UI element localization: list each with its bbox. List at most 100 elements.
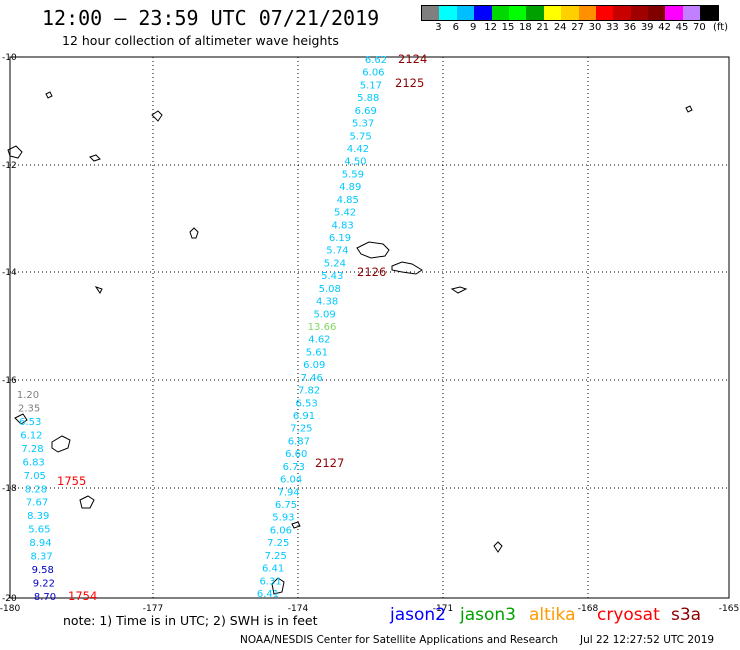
colorbar-cell: [543, 6, 562, 20]
swh-value-track-b: 5.65: [28, 525, 50, 536]
swh-value-track-b: 7.28: [21, 444, 43, 455]
wave-height-colorbar: [421, 5, 719, 21]
swh-value-track-a: 5.09: [313, 309, 335, 320]
swh-value-track-b: 7.67: [26, 498, 48, 509]
colorbar-cell: [491, 6, 509, 20]
island-outline: [51, 435, 71, 453]
island-outline: [45, 91, 53, 99]
colorbar-unit: (ft): [713, 22, 729, 33]
swh-value-track-a: 7.82: [298, 386, 320, 397]
island-outline: [291, 521, 301, 529]
swh-value-track-a: 6.31: [259, 576, 281, 587]
island-outline: [151, 110, 163, 122]
swh-value-track-b: 8.70: [34, 592, 56, 603]
swh-value-track-a: 6.19: [329, 233, 351, 244]
longitude-tick-label: -168: [578, 604, 599, 614]
swh-value-track-a: 6.73: [283, 462, 305, 473]
swh-value-track-a: 7.25: [265, 551, 287, 562]
colorbar-cell: [456, 6, 475, 20]
swh-value-track-a: 6.60: [285, 449, 307, 460]
colorbar-cell: [578, 6, 596, 20]
swh-value-track-b: 8.94: [29, 538, 51, 549]
swh-value-track-a: 6.62: [365, 55, 387, 66]
credit-text: NOAA/NESDIS Center for Satellite Applica…: [240, 634, 558, 646]
colorbar-cell: [682, 6, 701, 20]
swh-value-track-a: 5.88: [357, 93, 379, 104]
swh-value-track-b: 7.05: [24, 471, 46, 482]
swh-value-track-a: 6.06: [270, 525, 292, 536]
latitude-tick-label: -14: [2, 268, 17, 278]
swh-value-track-b: 2.35: [18, 403, 40, 414]
colorbar-label: 45: [675, 22, 689, 33]
island-outline: [89, 154, 101, 162]
swh-value-track-a: 5.43: [321, 271, 343, 282]
legend-item-jason3: jason3: [460, 605, 516, 625]
colorbar-cell: [665, 6, 683, 20]
swh-value-track-a: 6.69: [355, 106, 377, 117]
swh-value-track-a: 6.04: [280, 475, 302, 486]
swh-value-track-a: 5.93: [272, 513, 294, 524]
swh-value-track-a: 4.50: [344, 157, 366, 168]
colorbar-cell: [630, 6, 649, 20]
island-outline: [450, 286, 468, 294]
swh-value-track-a: 6.09: [303, 360, 325, 371]
island-outline: [189, 227, 199, 239]
swh-value-track-a: 4.42: [347, 144, 369, 155]
island-outline: [493, 541, 503, 553]
swh-value-track-b: 8.37: [30, 552, 52, 563]
swh-value-track-a: 7.46: [301, 373, 323, 384]
generation-timestamp: Jul 22 12:27:52 UTC 2019: [580, 634, 715, 646]
swh-value-track-b: 1.20: [17, 390, 39, 401]
longitude-tick-label: -180: [0, 604, 20, 614]
colorbar-label: 42: [658, 22, 671, 33]
colorbar-label: 36: [623, 22, 637, 33]
swh-value-track-a: 13.66: [308, 322, 337, 333]
map-title: 12:00 – 23:59 UTC 07/21/2019: [42, 6, 380, 30]
swh-value-track-a: 7.94: [277, 487, 299, 498]
swh-value-track-b: 9.22: [33, 579, 55, 590]
swh-value-track-b: 6.53: [19, 417, 41, 428]
longitude-tick-label: -165: [719, 604, 739, 614]
colorbar-label: 27: [571, 22, 584, 33]
colorbar-label: 21: [536, 22, 550, 33]
longitude-tick-label: -174: [288, 604, 309, 614]
colorbar-cell: [595, 6, 614, 20]
swh-value-track-a: 4.85: [337, 195, 359, 206]
swh-value-track-a: 4.89: [339, 182, 361, 193]
map-subtitle: 12 hour collection of altimeter wave hei…: [62, 33, 339, 48]
colorbar-cell: [700, 6, 718, 20]
swh-value-track-b: 8.28: [25, 484, 47, 495]
colorbar-cell: [508, 6, 527, 20]
swh-value-track-a: 7.25: [267, 538, 289, 549]
swh-value-track-a: 4.62: [308, 335, 330, 346]
colorbar-cell: [439, 6, 457, 20]
latitude-tick-label: -10: [2, 53, 17, 63]
swh-value-track-a: 6.53: [295, 398, 317, 409]
orbit-number-label: 2125: [395, 76, 424, 90]
colorbar-label: 9: [470, 22, 477, 33]
swh-value-track-a: 4.83: [331, 220, 353, 231]
island-outline: [271, 577, 285, 595]
swh-value-track-a: 6.06: [362, 68, 384, 79]
swh-value-track-b: 6.12: [20, 430, 42, 441]
colorbar-cell: [526, 6, 544, 20]
colorbar-label: 15: [501, 22, 515, 33]
swh-value-track-a: 6.41: [262, 564, 284, 575]
colorbar-label: 70: [693, 22, 706, 33]
legend-item-jason2: jason2: [390, 605, 446, 625]
colorbar-label: 24: [553, 22, 567, 33]
colorbar-cell: [648, 6, 666, 20]
colorbar-label: 33: [606, 22, 619, 33]
swh-value-track-b: 8.39: [27, 511, 49, 522]
swh-value-track-a: 5.17: [360, 80, 382, 91]
colorbar-cell: [474, 6, 492, 20]
orbit-number-label: 2124: [398, 52, 427, 66]
swh-value-track-a: 5.59: [342, 169, 364, 180]
swh-value-track-a: 7.25: [290, 424, 312, 435]
longitude-tick-label: -171: [433, 604, 453, 614]
island-outline: [7, 145, 23, 159]
swh-value-track-b: 9.58: [32, 565, 54, 576]
island-outline: [685, 105, 693, 113]
